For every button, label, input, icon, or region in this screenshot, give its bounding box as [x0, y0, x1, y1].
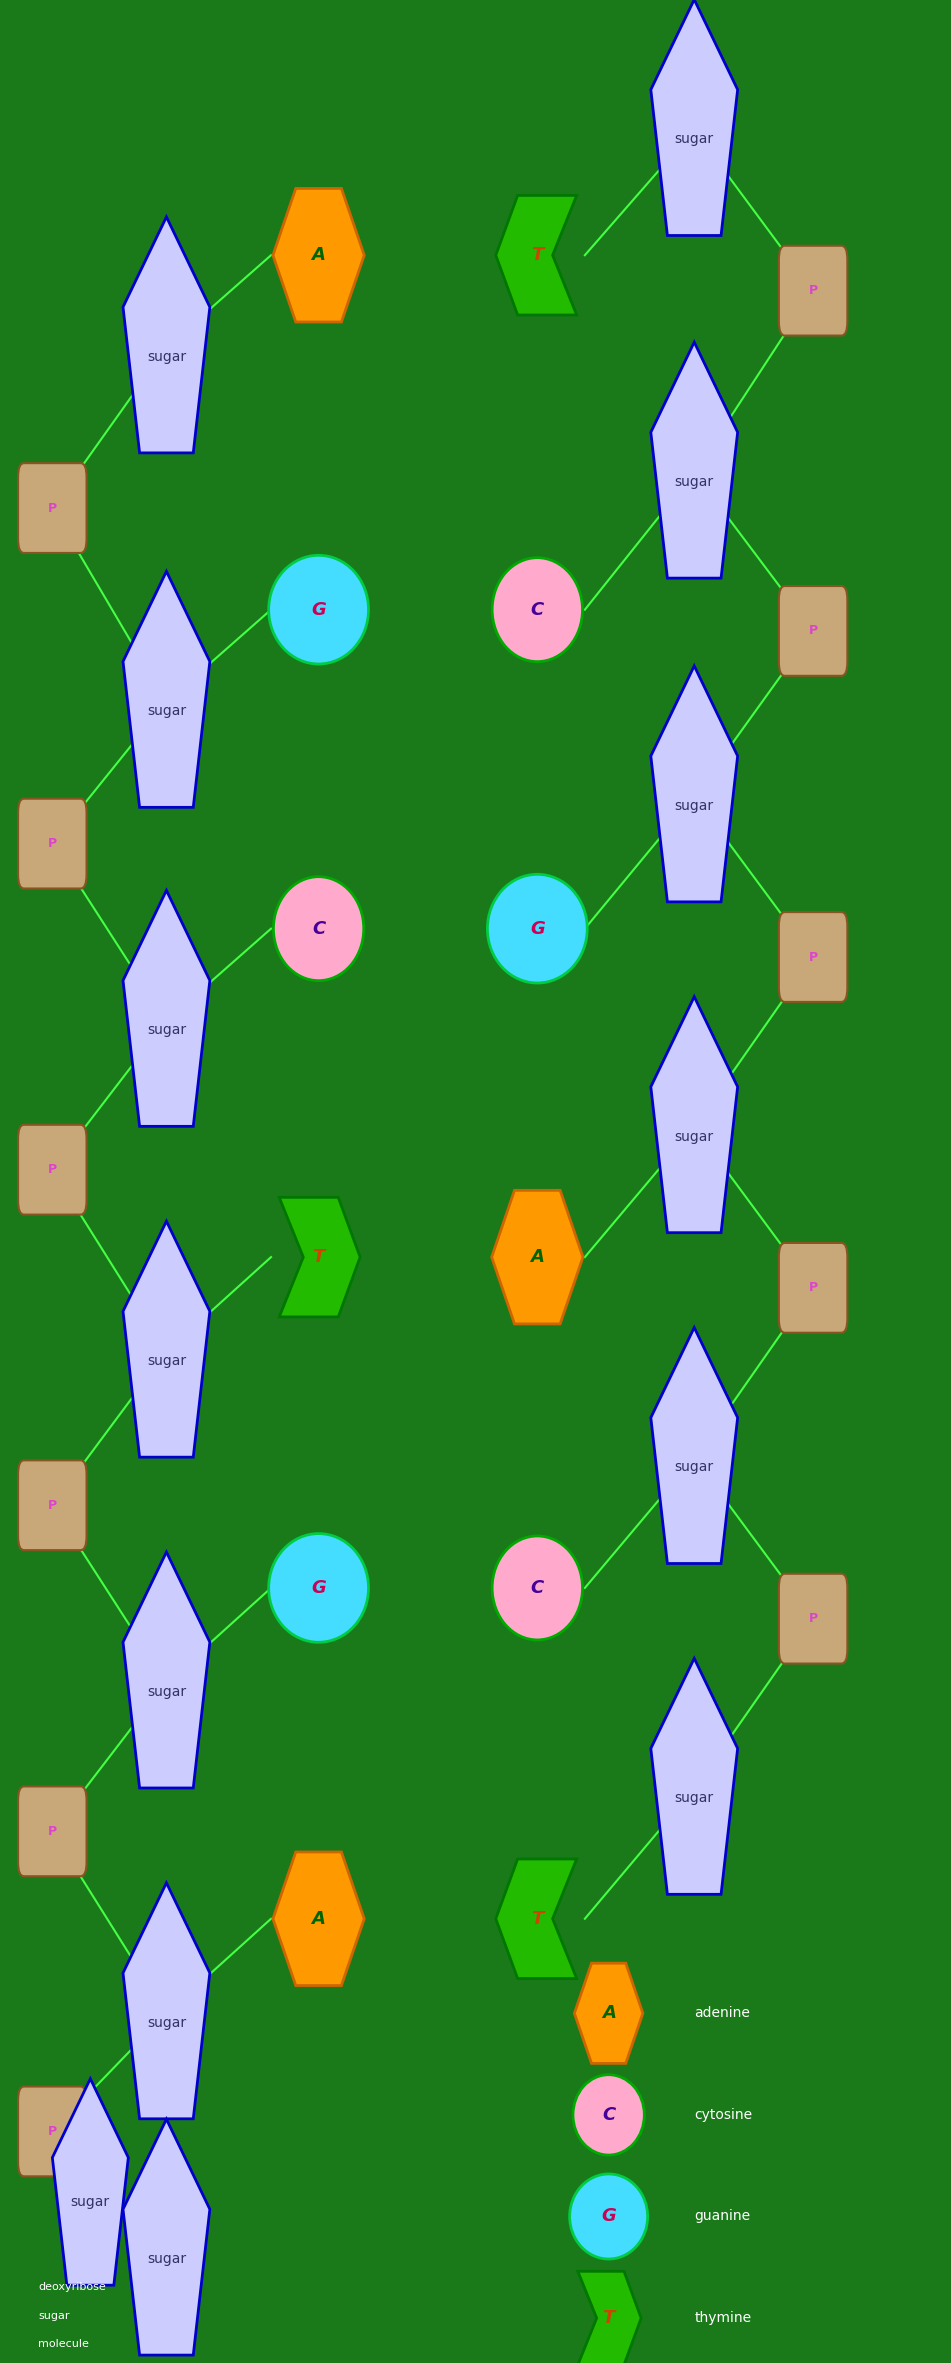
Text: P: P: [48, 501, 57, 515]
Text: P: P: [808, 1612, 818, 1626]
Text: P: P: [808, 624, 818, 638]
Polygon shape: [52, 2079, 128, 2285]
Text: molecule: molecule: [38, 2339, 88, 2349]
Polygon shape: [273, 189, 364, 321]
Text: G: G: [311, 1578, 326, 1597]
Polygon shape: [650, 343, 738, 579]
Text: P: P: [48, 1498, 57, 1512]
Text: T: T: [532, 1909, 543, 1928]
Polygon shape: [650, 1328, 738, 1564]
FancyBboxPatch shape: [18, 463, 87, 553]
Text: T: T: [532, 246, 543, 265]
Polygon shape: [123, 1222, 210, 1458]
Text: A: A: [531, 1248, 544, 1267]
FancyBboxPatch shape: [779, 912, 847, 1002]
Text: sugar: sugar: [38, 2311, 69, 2320]
FancyBboxPatch shape: [779, 1574, 847, 1664]
Ellipse shape: [269, 555, 369, 664]
Text: P: P: [808, 284, 818, 298]
Text: T: T: [603, 2309, 614, 2328]
Ellipse shape: [269, 1534, 369, 1642]
Text: C: C: [312, 919, 325, 938]
Ellipse shape: [573, 2075, 645, 2155]
Text: sugar: sugar: [674, 1130, 714, 1144]
FancyBboxPatch shape: [18, 1786, 87, 1876]
Polygon shape: [123, 2120, 210, 2356]
Text: sugar: sugar: [146, 350, 186, 364]
Polygon shape: [650, 1659, 738, 1895]
Text: sugar: sugar: [674, 132, 714, 147]
Polygon shape: [495, 196, 576, 314]
Ellipse shape: [274, 877, 364, 981]
Ellipse shape: [493, 558, 582, 662]
Text: sugar: sugar: [146, 1685, 186, 1699]
Text: A: A: [602, 2004, 615, 2023]
Text: T: T: [313, 1248, 324, 1267]
Polygon shape: [123, 1552, 210, 1789]
Text: sugar: sugar: [146, 1354, 186, 1368]
Text: sugar: sugar: [674, 799, 714, 813]
Polygon shape: [273, 1853, 364, 1985]
Text: sugar: sugar: [146, 2016, 186, 2030]
Text: guanine: guanine: [694, 2209, 750, 2224]
Text: G: G: [601, 2207, 616, 2226]
FancyBboxPatch shape: [779, 1243, 847, 1333]
Polygon shape: [123, 891, 210, 1127]
Text: A: A: [312, 1909, 325, 1928]
Text: adenine: adenine: [694, 2006, 750, 2020]
Polygon shape: [650, 666, 738, 903]
Polygon shape: [123, 1883, 210, 2120]
Ellipse shape: [487, 874, 587, 983]
Polygon shape: [280, 1198, 360, 1316]
Text: sugar: sugar: [674, 1460, 714, 1475]
Polygon shape: [650, 0, 738, 236]
Text: sugar: sugar: [146, 2252, 186, 2266]
Polygon shape: [650, 997, 738, 1233]
FancyBboxPatch shape: [779, 586, 847, 676]
Text: P: P: [808, 1281, 818, 1295]
Text: P: P: [48, 1163, 57, 1177]
Text: deoxyribose: deoxyribose: [38, 2283, 106, 2292]
Polygon shape: [574, 1964, 643, 2063]
Text: sugar: sugar: [70, 2195, 110, 2209]
FancyBboxPatch shape: [18, 2087, 87, 2176]
FancyBboxPatch shape: [18, 1125, 87, 1215]
Ellipse shape: [570, 2174, 648, 2259]
FancyBboxPatch shape: [18, 799, 87, 888]
Polygon shape: [578, 2271, 641, 2363]
Text: P: P: [808, 950, 818, 964]
Text: P: P: [48, 1824, 57, 1838]
Polygon shape: [492, 1191, 583, 1323]
Text: G: G: [530, 919, 545, 938]
Text: sugar: sugar: [674, 475, 714, 489]
Text: P: P: [48, 2124, 57, 2139]
Polygon shape: [495, 1860, 576, 1978]
Text: thymine: thymine: [694, 2311, 751, 2325]
Text: C: C: [531, 1578, 544, 1597]
Text: G: G: [311, 600, 326, 619]
Text: sugar: sugar: [146, 1023, 186, 1037]
Text: C: C: [531, 600, 544, 619]
Ellipse shape: [493, 1536, 582, 1640]
Text: A: A: [312, 246, 325, 265]
FancyBboxPatch shape: [18, 1460, 87, 1550]
FancyBboxPatch shape: [779, 246, 847, 336]
Text: sugar: sugar: [674, 1791, 714, 1805]
Polygon shape: [123, 217, 210, 454]
Text: sugar: sugar: [146, 704, 186, 718]
Text: C: C: [602, 2105, 615, 2124]
Polygon shape: [123, 572, 210, 808]
Text: P: P: [48, 837, 57, 851]
Text: cytosine: cytosine: [694, 2108, 752, 2122]
